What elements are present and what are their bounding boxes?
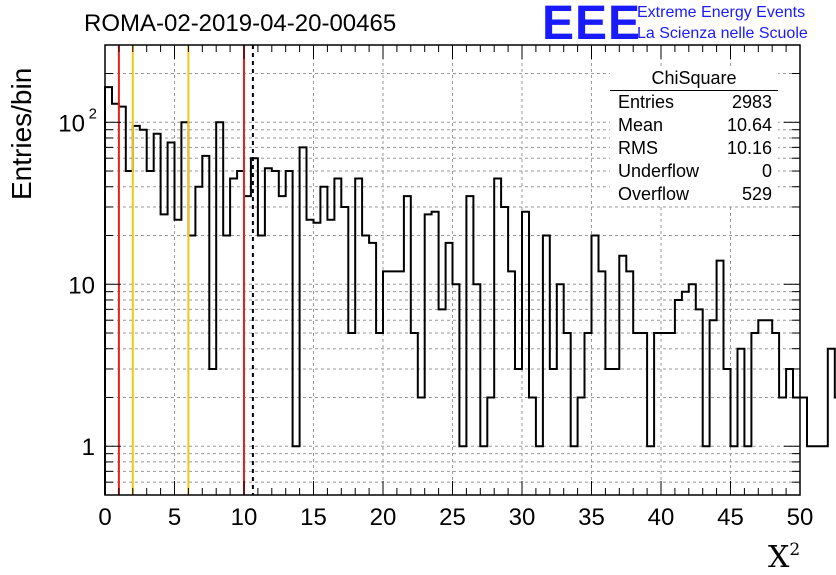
stats-label: Underflow <box>618 161 700 181</box>
stats-row-rms: RMS 10.16 <box>610 137 778 160</box>
stats-label: Mean <box>618 115 664 135</box>
chart-title: ROMA-02-2019-04-20-00465 <box>84 10 397 37</box>
x-tick-label: 50 <box>787 504 814 531</box>
y-tick-label-exponent: 2 <box>89 105 97 122</box>
stats-label: RMS <box>618 138 658 158</box>
x-tick-label: 10 <box>231 504 258 531</box>
x-tick-label: 45 <box>717 504 744 531</box>
y-tick-label: 10 <box>68 272 95 299</box>
stats-label: Entries <box>618 92 675 112</box>
stats-value: 10.64 <box>726 115 772 135</box>
x-tick-label: 20 <box>370 504 397 531</box>
logo-line-2: La Scienza nelle Scuole <box>637 25 808 42</box>
x-tick-label: 30 <box>509 504 536 531</box>
y-tick-label: 1 <box>82 434 95 461</box>
x-axis-label: X2 <box>768 540 801 575</box>
stats-row-entries: Entries 2983 <box>610 91 778 114</box>
stats-row-underflow: Underflow 0 <box>610 160 778 183</box>
x-tick-label: 15 <box>300 504 327 531</box>
x-tick-label: 35 <box>578 504 605 531</box>
y-tick-label: 10 <box>58 110 85 137</box>
stats-row-mean: Mean 10.64 <box>610 114 778 137</box>
x-tick-label: 25 <box>439 504 466 531</box>
stats-row-overflow: Overflow 529 <box>610 183 778 206</box>
stats-label: Overflow <box>618 184 690 204</box>
x-tick-label: 40 <box>648 504 675 531</box>
eee-logo: EEE <box>542 0 642 50</box>
stats-value: 10.16 <box>726 138 772 158</box>
x-tick-label: 0 <box>98 504 111 531</box>
x-tick-label: 5 <box>168 504 181 531</box>
stats-box: ChiSquare Entries 2983 Mean 10.64 RMS 10.16… <box>610 68 778 206</box>
y-axis-label: Entries/bin <box>6 67 37 200</box>
logo-line-1: Extreme Energy Events <box>637 4 806 21</box>
stats-value: 0 <box>761 161 772 181</box>
stats-value: 529 <box>741 184 772 204</box>
stats-title: ChiSquare <box>610 68 778 91</box>
stats-value: 2983 <box>731 92 772 112</box>
